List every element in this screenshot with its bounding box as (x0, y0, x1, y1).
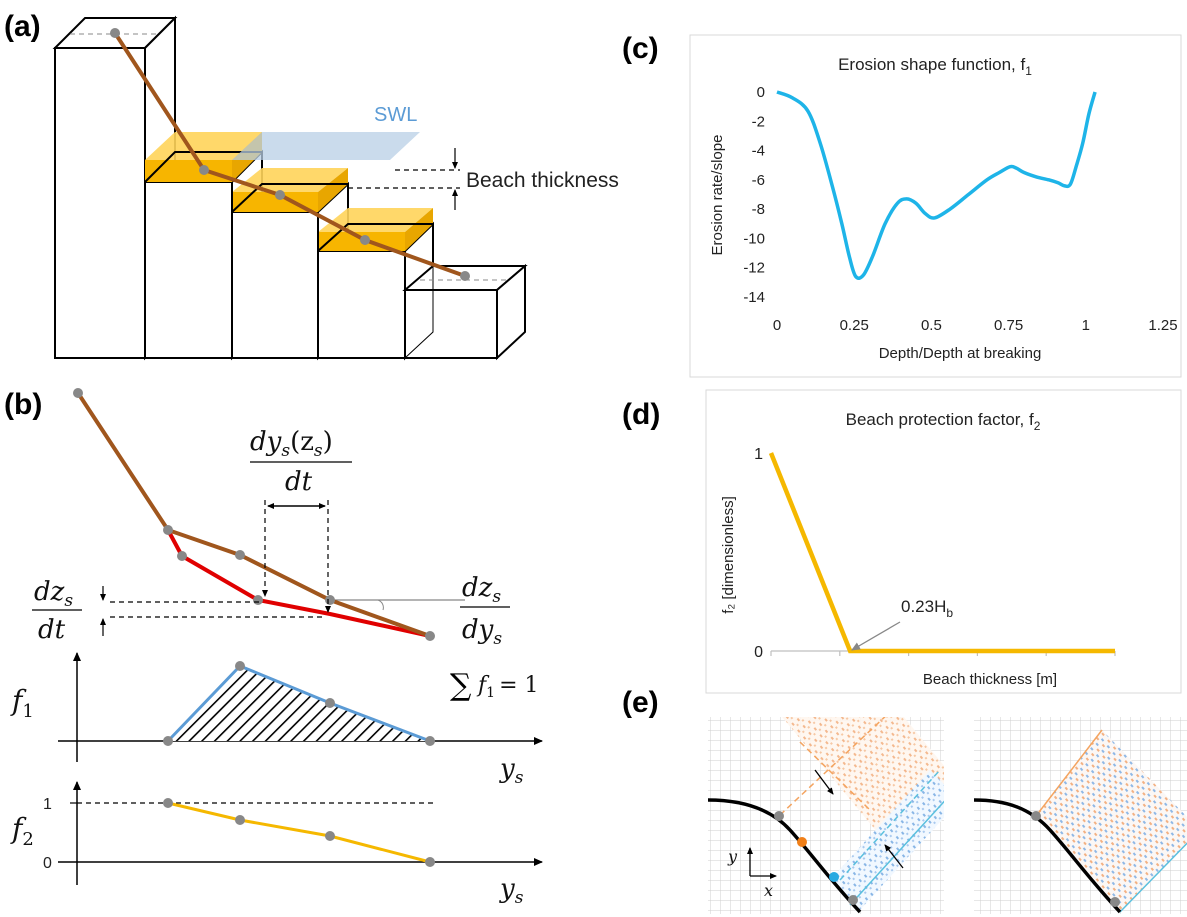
chart-c-ytick: 0 (757, 84, 765, 101)
dys-dt-annotation: dys(zs) dt (250, 427, 352, 613)
panel-c-label: (c) (622, 32, 659, 65)
chart-c-frame (689, 34, 1182, 378)
ys-label-1: y (499, 754, 515, 784)
chart-d-series-line (768, 452, 1115, 654)
f1-plot: f1 ∑ f1 = 1 ys (10, 652, 543, 788)
ys-label-2: y (499, 874, 515, 904)
profile-nodes (110, 28, 470, 281)
sum-sub: 1 (486, 685, 495, 701)
dzs-numerator-sub: s (64, 591, 73, 611)
f2-plot: 1 0 f2 ys (10, 781, 543, 908)
chart-c-xtick: 0 (773, 317, 781, 334)
erosion-shape-chart: 0 -2 -4 -6 -8 -10 -12 -14 0 0.25 0.5 0.75 1 1.25 (743, 84, 1177, 334)
swl-plane (232, 132, 420, 160)
f2-subscript: 2 (22, 829, 33, 850)
dzs-denominator: dt (38, 615, 66, 645)
dzs-dys-annotation: dzs dys (460, 573, 510, 649)
chart-c-title: Erosion shape function, f1 (838, 55, 1032, 78)
chart-d-title: Beach protection factor, f2 (846, 410, 1041, 433)
e-y-axis-label: y (727, 847, 738, 866)
dys-numerator: dys(zs) (250, 427, 333, 461)
shoreline-left (708, 798, 862, 914)
f1-axis-label: f1 (10, 684, 34, 722)
f2-tick-1: 1 (43, 796, 52, 813)
chart-c-xtick: 0.75 (994, 317, 1023, 334)
f1-line (166, 664, 431, 743)
chart-c-ytick: -2 (752, 113, 765, 130)
chart-c-xtick: 1.25 (1148, 317, 1177, 334)
combined-zone (1036, 730, 1187, 912)
chart-d-ytick: 0 (754, 644, 763, 661)
f1-subscript: 1 (22, 701, 33, 722)
panel-e-label: (e) (622, 686, 659, 719)
sum-equals: = 1 (499, 673, 538, 698)
chart-d-ylabel: f₂ [dimensionless] (720, 496, 737, 614)
shoreline-right (974, 798, 1122, 914)
chart-d-xlabel: Beach thickness [m] (923, 671, 1057, 688)
sum-symbol: ∑ (450, 668, 472, 703)
dzdy-numerator-sub: s (492, 587, 501, 607)
chart-d-ytick: 1 (754, 446, 763, 463)
svg-text:dys: dys (462, 615, 502, 649)
chart-c-xtick: 1 (1082, 317, 1090, 334)
chart-c-ytick: -8 (752, 201, 765, 218)
f1-hatched-area (168, 666, 430, 741)
ys-label-2-sub: s (515, 888, 524, 908)
svg-text:ys: ys (499, 874, 524, 908)
panel-a-label: (a) (4, 10, 41, 43)
svg-text:ys: ys (499, 754, 524, 788)
dys-denominator: dt (285, 467, 313, 497)
f2-tick-0: 0 (43, 855, 52, 872)
chart-c-ytick: -14 (743, 289, 765, 306)
chart-c-ytick: -10 (743, 230, 765, 247)
beach-thickness-label: Beach thickness (466, 169, 619, 192)
f2-line (167, 801, 431, 864)
svg-text:f2: f2 (10, 812, 34, 850)
chart-c-series-line (776, 90, 1097, 280)
chart-d-frame (705, 389, 1182, 694)
chart-c-xtick: 0.5 (921, 317, 942, 334)
chart-c-xtick: 0.25 (840, 317, 869, 334)
e-x-axis-label: x (764, 881, 773, 900)
dzdy-numerator: dz (462, 573, 493, 603)
svg-text:dzs: dzs (34, 577, 73, 611)
chart-c-ytick: -12 (743, 260, 765, 277)
chart-c-xlabel: Depth/Depth at breaking (879, 345, 1042, 362)
svg-text:f1= 1: f1 = 1 (476, 673, 539, 701)
grid-right (974, 717, 1187, 914)
panel-c: (c) Erosion shape function, f1 0 -2 -4 -6 -8… (622, 32, 1182, 378)
accretion-zone-blue (830, 770, 944, 910)
panel-d-label: (d) (622, 398, 660, 431)
chart-c-ylabel: Erosion rate/slope (709, 135, 726, 256)
beach-protection-chart: 01 (754, 446, 1116, 661)
slope-angle-arc (377, 599, 384, 611)
annotation-arrow (851, 621, 901, 651)
svg-text:dzs: dzs (462, 573, 501, 607)
annotation-label: 0.23Hb (901, 597, 953, 620)
dzs-dt-annotation: dzs dt (32, 577, 326, 645)
ys-label-1-sub: s (515, 768, 524, 788)
swl-label: SWL (374, 104, 417, 126)
dzs-numerator: dz (34, 577, 65, 607)
profile-b-nodes (73, 388, 435, 641)
panel-e: (e) y x (622, 686, 1187, 914)
panel-a: (a) (4, 10, 619, 361)
panel-b-label: (b) (4, 388, 42, 421)
dzdy-denominator-sub: s (493, 629, 502, 649)
panel-d: (d) Beach protection factor, f2 01 Beach… (622, 389, 1182, 694)
grid-left: y x (708, 717, 944, 914)
beach-thickness-annotation: Beach thickness (348, 148, 619, 210)
chart-c-ytick: -6 (752, 172, 765, 189)
dzdy-denominator: dy (462, 615, 494, 645)
chart-c-ytick: -4 (752, 143, 765, 160)
panel-b: (b) dys(zs) dt dzs dt (4, 388, 543, 908)
